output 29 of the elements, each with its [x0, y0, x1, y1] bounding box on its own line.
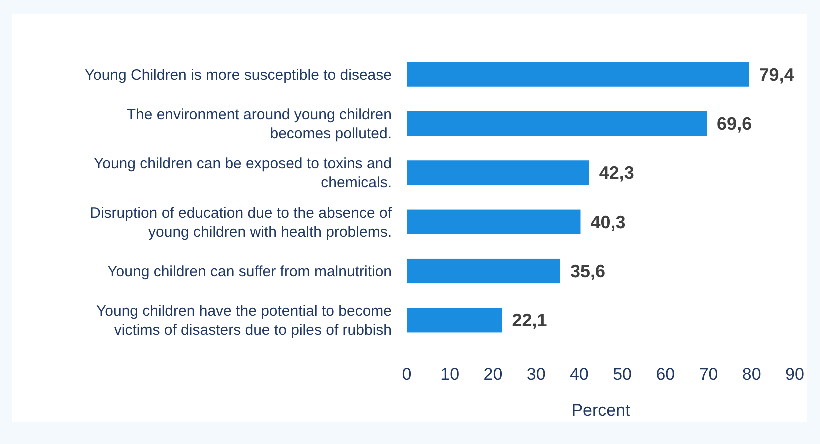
x-tick-label: 20 — [484, 365, 503, 384]
bar — [407, 160, 590, 186]
data-label: 42,3 — [599, 163, 634, 184]
x-tick-label: 40 — [570, 365, 589, 384]
data-label: 35,6 — [570, 262, 606, 282]
y-tick-label: Disruption of education due to the absence of young children with health problems. — [90, 204, 393, 241]
x-axis-title: Percent — [572, 401, 631, 420]
bar — [407, 258, 560, 284]
y-tick-label: Young Children is more susceptible to disease — [84, 66, 392, 84]
x-tick-label: 10 — [440, 365, 460, 384]
data-label: 22,1 — [512, 310, 548, 331]
x-tick-label: 30 — [526, 365, 546, 384]
y-tick-label: The environment around young children becomes polluted. — [126, 106, 392, 142]
x-tick-label: 60 — [656, 365, 676, 384]
y-tick-label: Young children can be exposed to toxins and chemicals. — [94, 156, 392, 192]
bar — [407, 210, 581, 234]
bar — [407, 62, 750, 87]
y-tick-label: Young children have the potential to become victims of disasters due to piles of rubbish — [96, 303, 392, 340]
x-tick-label: 90 — [786, 365, 804, 384]
x-tick-label: 70 — [699, 365, 718, 384]
data-label: 79,4 — [759, 64, 794, 85]
x-tick-label: 50 — [613, 365, 632, 384]
bar — [407, 111, 708, 136]
bar — [407, 308, 502, 333]
data-label: 40,3 — [590, 212, 626, 232]
x-tick-label: 0 — [402, 365, 412, 384]
data-label: 69,6 — [717, 114, 752, 134]
y-tick-label: Young children can suffer from malnutrition — [108, 264, 392, 280]
x-tick-label: 80 — [742, 365, 762, 384]
